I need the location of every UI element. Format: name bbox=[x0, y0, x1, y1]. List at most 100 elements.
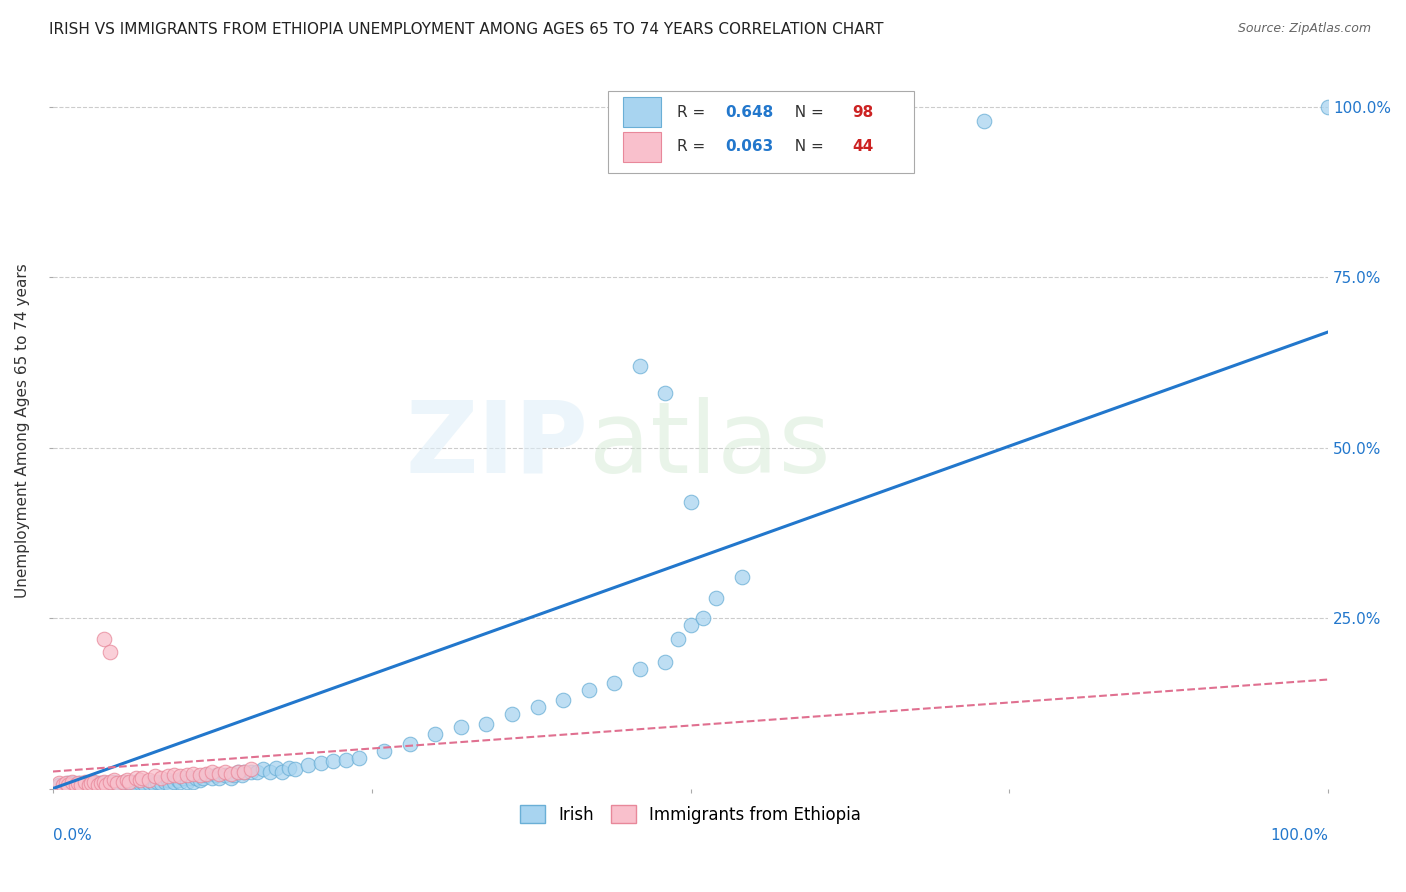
Point bbox=[163, 774, 186, 789]
Text: R =: R = bbox=[676, 139, 710, 154]
Point bbox=[214, 768, 236, 782]
Legend: Irish, Immigrants from Ethiopia: Irish, Immigrants from Ethiopia bbox=[513, 799, 868, 830]
Point bbox=[450, 720, 472, 734]
Point bbox=[277, 761, 299, 775]
Point bbox=[246, 764, 269, 779]
Point bbox=[93, 774, 115, 789]
Point bbox=[167, 773, 190, 788]
Text: N =: N = bbox=[785, 139, 828, 154]
Point bbox=[205, 768, 228, 782]
Point bbox=[87, 776, 110, 790]
Point bbox=[259, 764, 281, 779]
Text: IRISH VS IMMIGRANTS FROM ETHIOPIA UNEMPLOYMENT AMONG AGES 65 TO 74 YEARS CORRELA: IRISH VS IMMIGRANTS FROM ETHIOPIA UNEMPL… bbox=[49, 22, 884, 37]
Point bbox=[60, 774, 83, 789]
Text: R =: R = bbox=[676, 105, 710, 120]
Point bbox=[169, 769, 191, 783]
Point bbox=[578, 682, 600, 697]
Point bbox=[399, 737, 422, 751]
Point bbox=[90, 778, 112, 792]
Point bbox=[80, 778, 103, 792]
Point bbox=[169, 774, 191, 789]
Point bbox=[67, 778, 90, 792]
Point bbox=[335, 753, 357, 767]
Point bbox=[679, 495, 702, 509]
Point bbox=[97, 776, 120, 790]
Point bbox=[138, 773, 160, 788]
Text: N =: N = bbox=[785, 105, 828, 120]
Point bbox=[194, 768, 217, 782]
Point bbox=[233, 764, 256, 779]
Point bbox=[271, 764, 294, 779]
Point bbox=[96, 778, 118, 792]
Point bbox=[105, 776, 128, 790]
Point bbox=[86, 778, 108, 792]
Point bbox=[134, 778, 156, 792]
Text: 0.063: 0.063 bbox=[725, 139, 773, 154]
Point bbox=[60, 778, 83, 792]
Point bbox=[73, 776, 96, 790]
Point bbox=[70, 778, 93, 792]
Point bbox=[150, 776, 173, 790]
Point bbox=[221, 772, 243, 786]
Point bbox=[77, 778, 100, 792]
Point bbox=[188, 773, 211, 788]
Point bbox=[52, 778, 75, 792]
Point bbox=[252, 763, 274, 777]
Point bbox=[973, 113, 995, 128]
Point bbox=[181, 766, 204, 780]
Point bbox=[730, 570, 752, 584]
Point bbox=[226, 764, 249, 779]
Point bbox=[501, 706, 523, 721]
Point bbox=[131, 772, 153, 786]
Point bbox=[125, 778, 148, 792]
Text: 98: 98 bbox=[852, 105, 873, 120]
Point bbox=[98, 778, 121, 792]
Point bbox=[67, 776, 90, 790]
Point bbox=[194, 766, 217, 780]
Point bbox=[239, 763, 262, 777]
Point bbox=[603, 676, 626, 690]
Point bbox=[180, 772, 202, 786]
Point bbox=[112, 774, 135, 789]
Point bbox=[373, 744, 395, 758]
Point bbox=[264, 761, 287, 775]
Point bbox=[159, 778, 181, 792]
Point bbox=[172, 772, 194, 786]
FancyBboxPatch shape bbox=[607, 91, 914, 173]
Point bbox=[184, 772, 207, 786]
Point bbox=[208, 772, 231, 786]
Text: ZIP: ZIP bbox=[406, 397, 589, 493]
Point bbox=[65, 778, 87, 792]
Point bbox=[226, 764, 249, 779]
Point bbox=[112, 774, 135, 789]
Point bbox=[128, 776, 150, 790]
Point bbox=[297, 757, 319, 772]
Point bbox=[163, 768, 186, 782]
Point bbox=[118, 776, 141, 790]
Point bbox=[475, 716, 498, 731]
Point bbox=[62, 776, 84, 790]
Point bbox=[48, 778, 70, 792]
Point bbox=[156, 773, 179, 788]
Point bbox=[141, 774, 163, 789]
Point bbox=[176, 768, 198, 782]
Point bbox=[48, 776, 70, 790]
Point bbox=[666, 632, 689, 646]
Point bbox=[70, 778, 93, 792]
Point bbox=[128, 773, 150, 788]
Point bbox=[118, 774, 141, 789]
Point bbox=[526, 699, 548, 714]
Point bbox=[103, 773, 125, 788]
Point bbox=[112, 776, 135, 790]
Point bbox=[69, 776, 91, 790]
Point bbox=[628, 662, 651, 676]
Point bbox=[156, 769, 179, 783]
Point bbox=[551, 693, 574, 707]
Point bbox=[181, 774, 204, 789]
Point bbox=[58, 776, 80, 790]
Point bbox=[201, 764, 224, 779]
Point bbox=[121, 774, 143, 789]
Text: atlas: atlas bbox=[589, 397, 830, 493]
Point bbox=[153, 774, 176, 789]
Point bbox=[309, 756, 332, 770]
